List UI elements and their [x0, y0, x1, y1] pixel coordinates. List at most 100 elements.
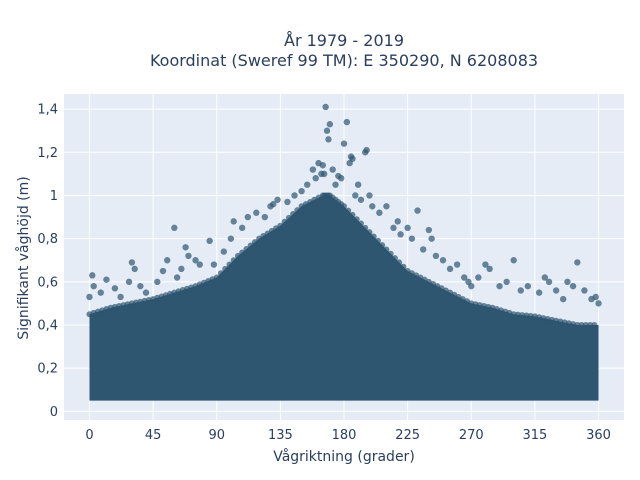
data-point — [178, 265, 185, 273]
data-point — [432, 252, 440, 260]
data-point — [439, 257, 447, 264]
data-point — [496, 282, 503, 290]
data-point — [587, 322, 594, 329]
data-point — [446, 265, 454, 273]
data-point — [354, 181, 362, 188]
data-point — [366, 192, 373, 199]
data-point — [222, 265, 229, 272]
data-point — [397, 231, 404, 238]
data-point — [322, 103, 329, 111]
data-point — [352, 192, 359, 199]
data-point — [475, 274, 482, 281]
data-point — [321, 170, 328, 178]
data-point — [357, 220, 364, 227]
data-point — [164, 257, 171, 264]
data-point — [309, 166, 317, 173]
data-point — [247, 242, 254, 249]
data-point — [400, 263, 407, 270]
y-tick-label: 0,6 — [37, 275, 58, 290]
dense-cloud-area — [89, 195, 599, 401]
data-point — [125, 278, 133, 286]
y-tick-label: 1,4 — [37, 103, 58, 118]
data-point — [230, 218, 237, 225]
y-axis-title: Signifikant våghöjd (m) — [15, 176, 32, 339]
y-tick-label: 1,2 — [37, 146, 58, 161]
x-tick-label: 360 — [586, 428, 611, 443]
data-point — [370, 233, 377, 240]
data-point — [349, 211, 356, 218]
y-tick-label: 0 — [50, 405, 58, 420]
data-point — [154, 278, 161, 286]
data-point — [171, 224, 178, 232]
x-tick-label: 225 — [395, 428, 420, 443]
x-tick-label: 180 — [332, 428, 357, 443]
data-point — [234, 252, 241, 259]
data-point — [128, 259, 136, 266]
data-point — [220, 248, 227, 255]
data-point — [383, 246, 390, 253]
data-point — [261, 213, 269, 221]
data-point — [414, 207, 421, 214]
data-point — [326, 121, 334, 128]
data-point — [217, 270, 224, 277]
y-tick-label: 1 — [50, 189, 58, 204]
data-point — [404, 224, 411, 232]
data-point — [238, 224, 246, 232]
x-tick-label: 270 — [459, 428, 484, 443]
data-point — [86, 293, 93, 301]
data-point — [90, 282, 97, 290]
data-point — [574, 259, 581, 266]
data-point — [425, 226, 433, 234]
data-point — [185, 252, 192, 260]
data-point — [369, 203, 376, 210]
x-tick-label: 135 — [268, 428, 293, 443]
data-point — [192, 257, 199, 264]
data-point — [396, 259, 403, 266]
data-point — [379, 242, 386, 249]
data-point — [294, 207, 301, 214]
data-point — [284, 198, 291, 206]
data-point — [196, 261, 203, 268]
data-point — [545, 278, 553, 286]
data-point — [251, 239, 258, 246]
data-point — [319, 162, 326, 169]
x-axis-title: Vågriktning (grader) — [273, 448, 415, 465]
data-point — [340, 140, 348, 147]
data-point — [574, 322, 581, 329]
data-point — [363, 146, 370, 154]
data-point — [524, 282, 532, 290]
data-point — [349, 155, 356, 162]
data-point — [89, 272, 96, 279]
data-point — [230, 257, 237, 264]
data-point — [353, 216, 360, 223]
data-point — [210, 261, 218, 268]
data-point — [461, 274, 468, 281]
data-point — [332, 181, 339, 188]
outlier-points — [86, 103, 602, 307]
data-point — [298, 187, 305, 195]
data-point — [244, 213, 252, 221]
data-point — [408, 235, 416, 242]
data-point — [582, 322, 589, 329]
data-point — [468, 282, 475, 290]
data-point — [290, 211, 297, 218]
data-point — [117, 293, 124, 301]
x-tick-label: 90 — [208, 428, 225, 443]
data-point — [329, 166, 336, 173]
data-point — [281, 218, 288, 225]
data-point — [595, 300, 602, 307]
data-point — [243, 246, 250, 253]
data-point — [357, 196, 365, 203]
data-point — [569, 282, 577, 290]
x-tick-label: 0 — [85, 428, 93, 443]
data-point — [374, 237, 381, 244]
x-tick-label: 315 — [522, 428, 547, 443]
data-point — [304, 181, 311, 188]
data-point — [564, 278, 571, 286]
y-tick-label: 0,2 — [37, 362, 58, 377]
data-point — [591, 322, 598, 329]
data-point — [111, 285, 119, 292]
data-point — [383, 203, 390, 210]
data-point — [428, 235, 435, 242]
